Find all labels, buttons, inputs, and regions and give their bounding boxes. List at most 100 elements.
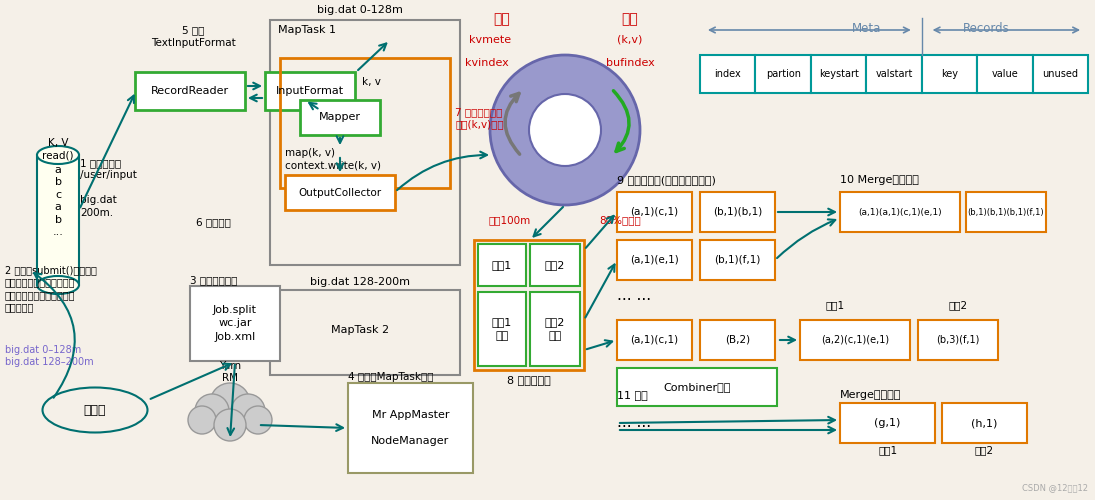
Bar: [922, 55, 977, 93]
Text: 分区2: 分区2: [975, 445, 993, 455]
Text: (h,1): (h,1): [971, 418, 998, 428]
Text: 分区1: 分区1: [878, 445, 898, 455]
Text: key: key: [941, 69, 958, 79]
Bar: [479, 244, 526, 286]
Text: InputFormat: InputFormat: [276, 86, 344, 96]
Text: 3 提交切片信息: 3 提交切片信息: [191, 275, 238, 285]
Text: valstart: valstart: [875, 69, 913, 79]
Text: Yarn
RM: Yarn RM: [219, 360, 241, 383]
Text: (g,1): (g,1): [874, 418, 901, 428]
Bar: [811, 55, 866, 93]
Text: CSDN @12十二12: CSDN @12十二12: [1022, 483, 1088, 492]
Text: 默认100m: 默认100m: [488, 215, 531, 225]
Bar: [191, 286, 280, 361]
Bar: [616, 240, 692, 280]
Bar: [616, 320, 692, 360]
Text: ... ...: ... ...: [616, 415, 652, 430]
Text: ... ...: ... ...: [616, 288, 652, 303]
Ellipse shape: [37, 146, 79, 164]
Bar: [700, 192, 775, 232]
Text: 5 默认
TextInputFormat: 5 默认 TextInputFormat: [151, 26, 235, 48]
Bar: [348, 383, 473, 473]
Text: K, V
read(): K, V read(): [43, 138, 73, 160]
Bar: [942, 403, 1027, 443]
Text: 分区2
排序: 分区2 排序: [545, 318, 565, 340]
Text: k, v: k, v: [362, 77, 381, 87]
Text: (a,1)(a,1)(c,1)(e,1): (a,1)(a,1)(c,1)(e,1): [858, 208, 942, 216]
Bar: [800, 320, 910, 360]
Bar: [840, 192, 960, 232]
Text: big.dat 0–128m
big.dat 128–200m: big.dat 0–128m big.dat 128–200m: [5, 345, 94, 368]
Text: Job.split
wc.jar
Job.xml: Job.split wc.jar Job.xml: [214, 306, 257, 342]
Text: kvmete: kvmete: [469, 35, 511, 45]
Text: map(k, v)
context.write(k, v): map(k, v) context.write(k, v): [285, 148, 381, 171]
Text: 4 计算出MapTask数量: 4 计算出MapTask数量: [348, 372, 434, 382]
Text: (b,1)(b,1)(b,1)(f,1): (b,1)(b,1)(b,1)(f,1): [968, 208, 1045, 216]
Text: 分区1
排序: 分区1 排序: [492, 318, 512, 340]
Text: 分区2: 分区2: [948, 300, 968, 310]
Ellipse shape: [43, 388, 148, 432]
Text: 11 合并: 11 合并: [616, 390, 648, 400]
Text: (k,v): (k,v): [618, 35, 643, 45]
Text: Combiner合并: Combiner合并: [664, 382, 730, 392]
Ellipse shape: [37, 276, 79, 294]
Circle shape: [210, 383, 250, 423]
Bar: [280, 58, 450, 188]
Bar: [977, 55, 1033, 93]
Text: 7 向环形缓冲区
写入(k,v)数据: 7 向环形缓冲区 写入(k,v)数据: [456, 107, 504, 129]
Bar: [270, 290, 460, 375]
Bar: [285, 175, 395, 210]
Bar: [756, 55, 811, 93]
Text: 8 分区、排序: 8 分区、排序: [507, 375, 551, 385]
Text: 数据: 数据: [622, 12, 638, 26]
Text: a
b
c
a
b
...: a b c a b ...: [53, 165, 64, 237]
FancyArrowPatch shape: [613, 90, 629, 152]
Text: (b,3)(f,1): (b,3)(f,1): [936, 335, 980, 345]
Text: (b,1)(b,1): (b,1)(b,1): [713, 207, 762, 217]
Text: 1 待处理文件
/user/input

big.dat
200m.: 1 待处理文件 /user/input big.dat 200m.: [80, 158, 137, 218]
Bar: [265, 72, 355, 110]
Text: 分区1: 分区1: [492, 260, 512, 270]
Text: 客户端: 客户端: [83, 404, 106, 416]
Text: MapTask 2: MapTask 2: [331, 325, 389, 335]
Text: (a,1)(c,1): (a,1)(c,1): [631, 207, 679, 217]
Circle shape: [231, 394, 265, 428]
Circle shape: [195, 394, 229, 428]
Text: value: value: [991, 69, 1018, 79]
Text: MapTask 1: MapTask 1: [278, 25, 336, 35]
Bar: [840, 403, 935, 443]
Bar: [270, 20, 460, 265]
Text: (B,2): (B,2): [725, 335, 750, 345]
Bar: [918, 320, 998, 360]
Text: index: index: [714, 69, 741, 79]
Text: 2 客户端submit()前，获取
待处理数据的信息，然后根
据参数配置，形成一个任务
分配的规划: 2 客户端submit()前，获取 待处理数据的信息，然后根 据参数配置，形成一…: [5, 265, 96, 312]
Bar: [530, 292, 580, 366]
Text: partion: partion: [765, 69, 800, 79]
Bar: [866, 55, 922, 93]
Text: 10 Merge归并排序: 10 Merge归并排序: [840, 175, 919, 185]
Bar: [474, 240, 584, 370]
Text: Meta: Meta: [852, 22, 881, 35]
Text: kvindex: kvindex: [465, 58, 509, 68]
Text: Merge归并排序: Merge归并排序: [840, 390, 901, 400]
Bar: [700, 320, 775, 360]
Bar: [1033, 55, 1088, 93]
Text: 9 溢出到文件(分区且区内有序): 9 溢出到文件(分区且区内有序): [616, 175, 716, 185]
Bar: [966, 192, 1046, 232]
Text: 分区1: 分区1: [826, 300, 844, 310]
Text: 分区2: 分区2: [545, 260, 565, 270]
Circle shape: [214, 409, 246, 441]
Text: 80%后反向: 80%后反向: [599, 215, 641, 225]
Text: bufindex: bufindex: [606, 58, 655, 68]
Circle shape: [489, 55, 639, 205]
Text: big.dat 128-200m: big.dat 128-200m: [310, 277, 410, 287]
Text: keystart: keystart: [819, 69, 858, 79]
Text: big.dat 0-128m: big.dat 0-128m: [318, 5, 403, 15]
Circle shape: [244, 406, 272, 434]
Bar: [37, 155, 79, 285]
Bar: [616, 368, 777, 406]
Text: RecordReader: RecordReader: [151, 86, 229, 96]
Bar: [135, 72, 245, 110]
Text: unused: unused: [1042, 69, 1079, 79]
Bar: [616, 192, 692, 232]
